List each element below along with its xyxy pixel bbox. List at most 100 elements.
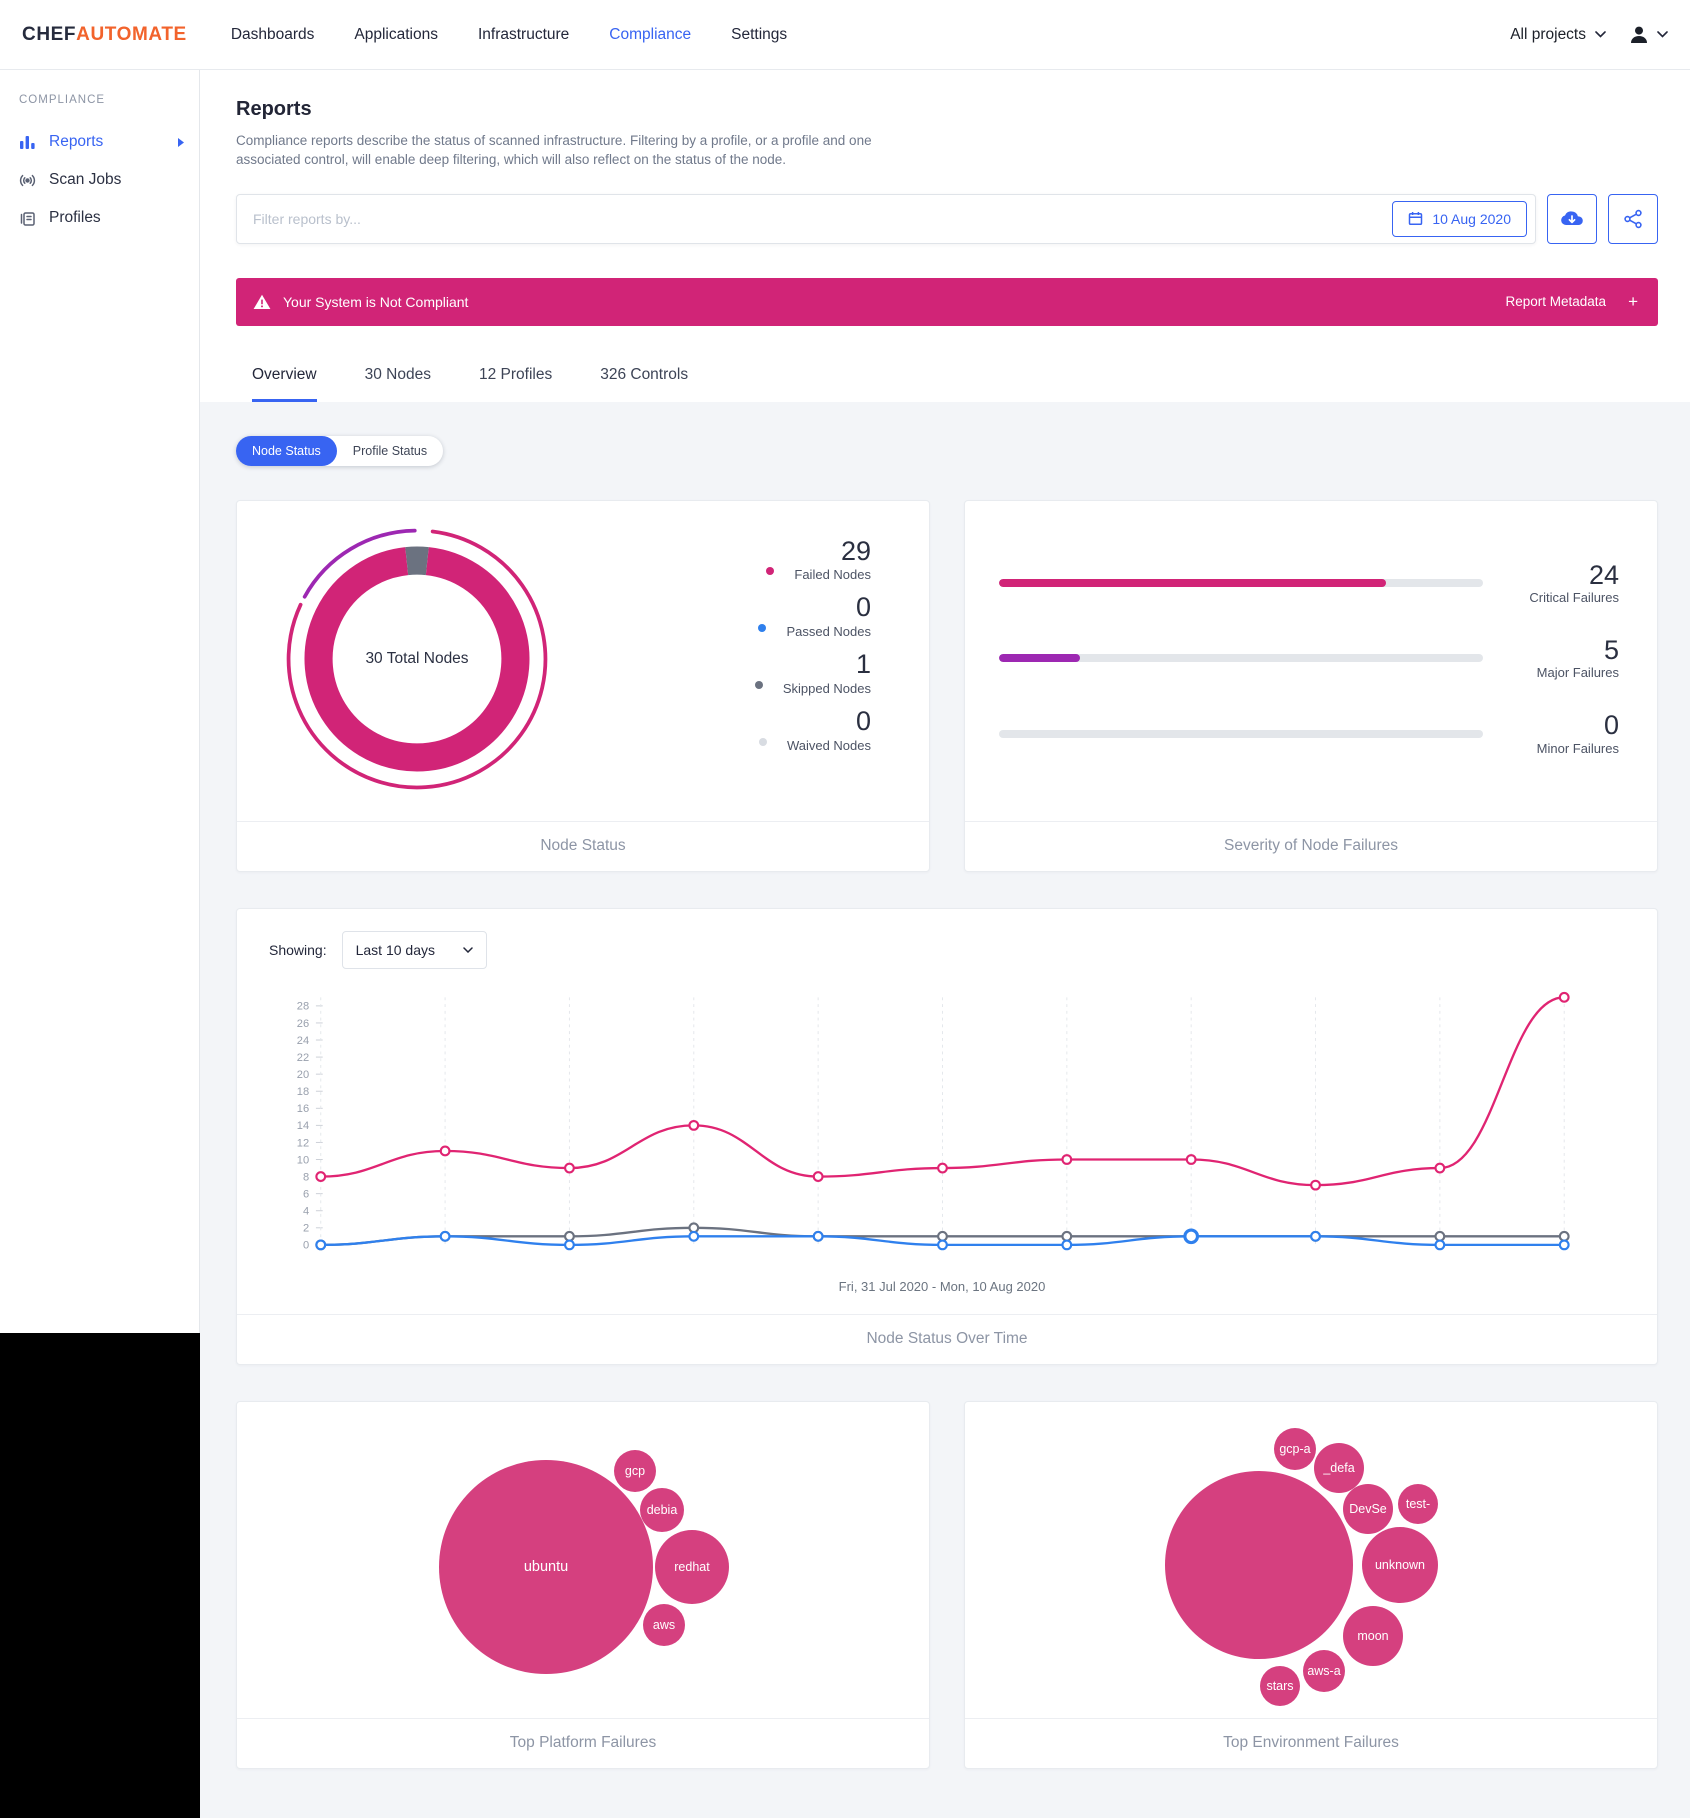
svg-text:12: 12 [297,1137,309,1149]
severity-track [999,578,1483,587]
sidebar-item-profiles[interactable]: Profiles [0,199,199,237]
warning-icon [253,294,271,309]
severity-row: 24 Critical Failures [999,560,1619,606]
overview-content: Node Status Profile Status 30 Total Node… [200,402,1690,1769]
trend-body: Showing: Last 10 days 0 2 4 6 8 10 12 14 16 18 20 2… [237,909,1657,1314]
svg-text:0: 0 [303,1240,309,1252]
sidebar-item-reports[interactable]: Reports [0,123,199,161]
legend-label: Failed Nodes [794,567,871,583]
bubble: gcp [614,1449,656,1492]
legend-label: Skipped Nodes [782,680,871,696]
share-icon [1624,209,1642,228]
bubble [1165,1470,1353,1659]
node-status-toggle[interactable]: Node Status [236,435,337,466]
severity-track [999,729,1483,738]
legend-item: 29 Failed Nodes [755,536,871,583]
page-description: Compliance reports describe the status o… [236,133,872,167]
top-navigation: CHEF AUTOMATE Dashboards Applications Inf… [0,0,1690,70]
nav-links: Dashboards Applications Infrastructure C… [231,26,787,44]
projects-selector[interactable]: All projects [1510,26,1606,44]
svg-text:4: 4 [303,1205,309,1217]
donut-svg [286,528,548,790]
nav-item-compliance[interactable]: Compliance [609,25,692,43]
showing-row: Showing: Last 10 days [255,930,1629,969]
severity-row: 0 Minor Failures [999,710,1619,756]
svg-text:14: 14 [297,1120,309,1132]
chef-automate-logo[interactable]: CHEF AUTOMATE [22,24,187,46]
node-status-donut: 30 Total Nodes 29 Failed Nodes 0 Passed Nod… [237,501,929,821]
svg-text:10: 10 [297,1154,309,1166]
card-title: Top Platform Failures [237,1717,929,1768]
svg-text:16: 16 [297,1103,309,1115]
filter-reports-input[interactable] [253,210,1393,227]
tab-overview[interactable]: Overview [252,366,317,402]
date-range-select[interactable]: Last 10 days [341,930,487,969]
profile-status-toggle[interactable]: Profile Status [352,443,428,458]
legend-value: 0 [855,592,871,623]
card-title: Node Status Over Time [237,1313,1657,1364]
legend-item: 0 Passed Nodes [755,593,871,639]
download-report-button[interactable] [1547,193,1597,244]
severity-value: 0 [1603,710,1619,741]
legend-dot [766,567,775,576]
cloud-download-icon [1561,211,1583,225]
nav-item-dashboards[interactable]: Dashboards [230,25,315,43]
legend-label: Waived Nodes [786,737,871,753]
banner-right: Report Metadata + [1506,292,1639,312]
severity-bars: 24 Critical Failures 5 Major Failures 0 Minor… [965,501,1657,821]
nav-item-settings[interactable]: Settings [731,25,788,43]
date-range-value: Last 10 days [355,941,435,958]
legend-item: 0 Waived Nodes [755,706,871,753]
bubble: gcp-a [1274,1427,1316,1470]
tab-profiles[interactable]: 12 Profiles [478,365,553,383]
user-icon [1631,26,1647,43]
sidebar-section-label: COMPLIANCE [19,94,106,106]
donut-total-label: 30 Total Nodes [365,649,469,667]
date-picker-button[interactable]: 10 Aug 2020 [1392,200,1527,237]
chevron-down-icon [463,947,473,953]
sidebar-item-scan-jobs[interactable]: Scan Jobs [0,161,199,199]
nav-item-infrastructure[interactable]: Infrastructure [477,25,570,43]
svg-text:22: 22 [297,1052,309,1064]
environment-bubble-chart: gcp-a _defa DevSe test-unknown moon aws-a star… [965,1402,1657,1718]
status-toggle: Node Status Profile Status [236,435,444,466]
severity-track [999,654,1483,663]
nav-item-applications[interactable]: Applications [354,25,438,43]
share-report-button[interactable] [1608,193,1658,244]
tab-nodes[interactable]: 30 Nodes [364,365,431,383]
platform-bubble-chart: ubuntu gcp debia redhat aws [237,1402,929,1718]
bubble: aws [643,1603,685,1646]
severity-label: Critical Failures [1529,590,1619,606]
chevron-down-icon [1657,31,1668,38]
severity-fill [999,578,1387,587]
compliance-status-banner: Your System is Not Compliant Report Meta… [236,277,1658,326]
tab-controls[interactable]: 326 Controls [600,365,689,383]
scan-target-icon [19,174,36,186]
legend-dot [754,680,763,689]
filter-row: 10 Aug 2020 [236,193,1658,244]
top-cards-row: 30 Total Nodes 29 Failed Nodes 0 Passed Nod… [236,499,1658,872]
severity-card: 24 Critical Failures 5 Major Failures 0 Minor… [964,499,1658,872]
card-title: Severity of Node Failures [965,820,1657,871]
filter-reports-field: 10 Aug 2020 [236,193,1536,244]
showing-label: Showing: [269,941,327,958]
sidebar-item-label: Scan Jobs [49,171,122,188]
bubble: debia [640,1487,684,1532]
expand-metadata-icon[interactable]: + [1628,291,1638,311]
svg-text:28: 28 [297,1001,309,1013]
donut-chart: 30 Total Nodes [267,509,567,809]
bubble: test- [1398,1483,1438,1524]
user-menu[interactable] [1628,24,1668,46]
bubble: aws-a [1303,1649,1345,1692]
letterbox-void [0,1333,200,1818]
sidebar-item-label: Reports [49,133,104,150]
sidebar-item-label: Profiles [49,209,101,226]
bubble: redhat [655,1529,729,1604]
bubble: stars [1260,1665,1300,1706]
compliance-sidebar: COMPLIANCE Reports Scan Jobs Profiles [0,70,200,1333]
report-tabs: Overview 30 Nodes 12 Profiles 326 Contro… [236,366,1658,402]
top-environment-failures-card: gcp-a _defa DevSe test-unknown moon aws-a star… [964,1400,1658,1769]
report-metadata-link[interactable]: Report Metadata [1505,294,1607,310]
severity-label: Minor Failures [1536,740,1619,756]
